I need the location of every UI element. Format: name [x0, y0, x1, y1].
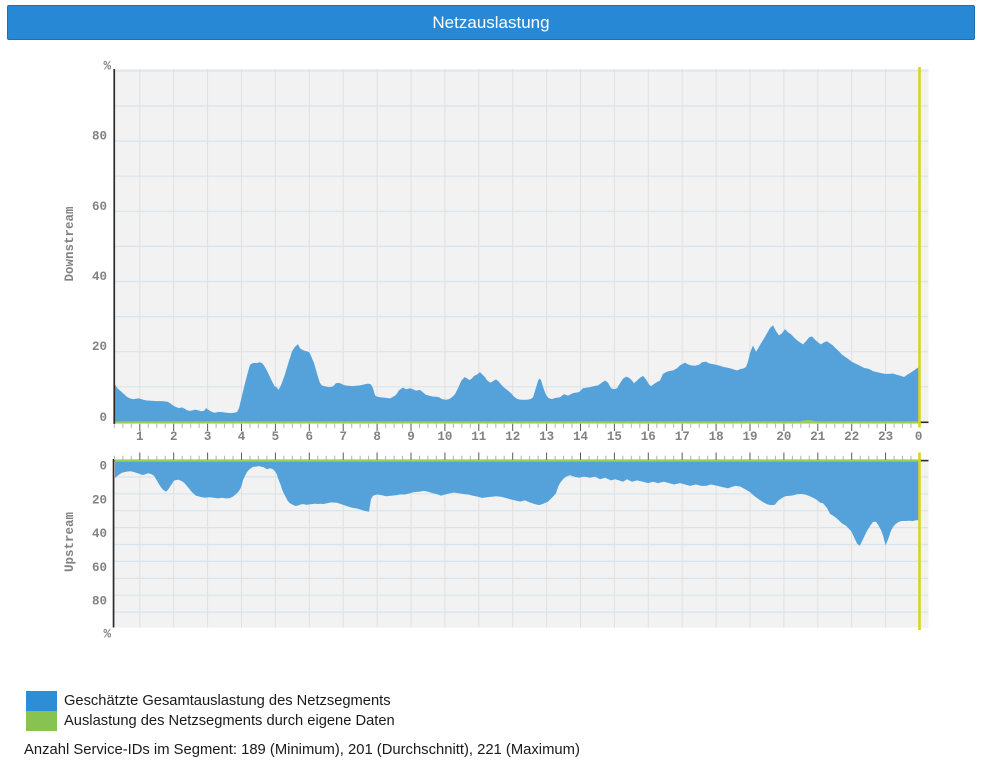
svg-text:Upstream: Upstream [63, 511, 77, 572]
svg-text:Downstream: Downstream [63, 206, 77, 282]
svg-text:3: 3 [204, 430, 212, 444]
svg-text:14: 14 [573, 430, 589, 444]
svg-text:4: 4 [238, 430, 246, 444]
svg-text:40: 40 [92, 527, 107, 541]
svg-text:18: 18 [709, 430, 724, 444]
svg-text:19: 19 [742, 430, 757, 444]
svg-text:80: 80 [92, 595, 107, 609]
svg-text:80: 80 [92, 130, 107, 144]
svg-text:20: 20 [92, 493, 107, 507]
svg-text:11: 11 [471, 430, 486, 444]
svg-text:1: 1 [136, 430, 144, 444]
svg-text:21: 21 [810, 430, 825, 444]
svg-text:0: 0 [915, 430, 923, 444]
svg-text:22: 22 [844, 430, 859, 444]
svg-text:17: 17 [675, 430, 690, 444]
svg-text:2: 2 [170, 430, 178, 444]
svg-text:%: % [103, 628, 111, 642]
svg-text:0: 0 [99, 460, 107, 474]
svg-text:40: 40 [92, 270, 107, 284]
svg-text:23: 23 [878, 430, 893, 444]
svg-text:12: 12 [505, 430, 520, 444]
svg-text:6: 6 [306, 430, 314, 444]
svg-text:15: 15 [607, 430, 622, 444]
svg-text:0: 0 [99, 411, 107, 425]
svg-text:20: 20 [776, 430, 791, 444]
svg-text:13: 13 [539, 430, 554, 444]
svg-text:8: 8 [373, 430, 381, 444]
svg-text:60: 60 [92, 561, 107, 575]
svg-text:20: 20 [92, 340, 107, 354]
svg-text:9: 9 [407, 430, 415, 444]
svg-text:16: 16 [641, 430, 656, 444]
svg-text:%: % [103, 60, 111, 74]
svg-text:7: 7 [339, 430, 347, 444]
svg-text:5: 5 [272, 430, 280, 444]
svg-text:60: 60 [92, 200, 107, 214]
svg-text:10: 10 [437, 430, 452, 444]
